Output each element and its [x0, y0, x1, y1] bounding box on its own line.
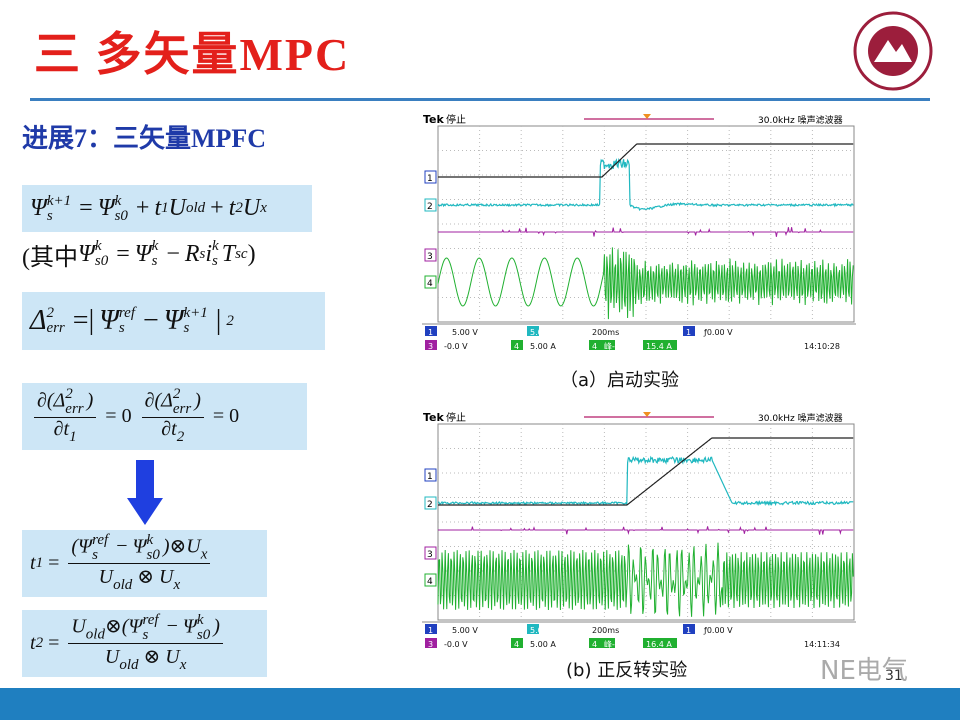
readout: 5.00 V: [452, 328, 478, 337]
channel-marker: [424, 275, 437, 289]
trace-ch4: [437, 247, 854, 320]
readout: 15.4 A: [646, 342, 672, 351]
readout-chip: [589, 340, 603, 350]
readout-chip: [601, 638, 615, 648]
trigger-marker: [643, 412, 651, 417]
readout: 5.00 V: [530, 328, 556, 337]
readout: ƒ0.00 V: [703, 626, 733, 635]
scope-brand: Tek: [423, 113, 445, 126]
channel-label: 2: [427, 202, 433, 212]
readout: 峰-峰: [604, 639, 623, 649]
readout-chip: [425, 624, 437, 634]
readout: 4: [514, 640, 519, 649]
readout-chip: [527, 326, 539, 336]
readout-chip: [643, 638, 677, 648]
trace-ch4: [437, 542, 854, 617]
readout: 4: [592, 640, 597, 649]
channel-marker: [424, 170, 437, 184]
channel-marker: [424, 468, 437, 482]
readout: 5.00 A: [530, 342, 556, 351]
readout-chip: [527, 624, 539, 634]
readout: 3: [428, 640, 433, 649]
readout: 200ms: [592, 626, 619, 635]
readout-chip: [425, 326, 437, 336]
channel-marker: [424, 496, 437, 510]
channel-label: 1: [427, 174, 433, 184]
trace-ch3: [438, 227, 854, 237]
readout-chip: [683, 326, 695, 336]
scope-status: 停止: [446, 411, 466, 424]
readout-chip: [643, 340, 677, 350]
trigger-marker: [643, 114, 651, 119]
readout: 14:10:28: [804, 342, 840, 351]
scope-filter: 30.0kHz 噪声滤波器: [758, 114, 843, 126]
trace-ch2: [437, 455, 854, 507]
caption-b: (b) 正反转实验: [566, 660, 688, 681]
readout-chip: [511, 638, 523, 648]
watermark: NE电气: [820, 656, 908, 686]
trace-ch2: [437, 157, 854, 211]
readout-chip: [683, 624, 695, 634]
footer-band: [0, 688, 960, 720]
formula-4: ∂(Δ 2 err) ∂t1 = 0 ∂(Δ 2 err) ∂t2 = 0: [22, 383, 307, 450]
channel-label: 2: [427, 500, 433, 510]
oscilloscope-b: Tek 停止 30.0kHz 噪声滤波器 1 2 3 4 1 5.00 V 5.00 V 200ms…: [422, 410, 856, 650]
scope-status: 停止: [446, 113, 466, 126]
subtitle: 进展7：三矢量MPFC: [22, 124, 267, 153]
oscilloscope-a: Tek 停止 30.0kHz 噪声滤波器 1 2 3 4 1 5.00 V 5.00 V 200ms…: [422, 112, 856, 352]
channel-marker: [424, 573, 437, 587]
readout: 1: [686, 328, 691, 337]
readout: 1: [428, 328, 433, 337]
channel-label: 4: [427, 279, 433, 289]
channel-label: 1: [427, 472, 433, 482]
logo: [853, 11, 933, 91]
readout: 16.4 A: [646, 640, 672, 649]
readout-chip: [425, 340, 437, 350]
readout: 1: [428, 626, 433, 635]
caption-a: （a）启动实验: [560, 370, 680, 391]
readout: -0.0 V: [444, 640, 468, 649]
readout-chip: [589, 638, 603, 648]
divider: [30, 98, 930, 101]
page-number: 31: [885, 668, 903, 684]
channel-marker: [424, 198, 437, 212]
readout: ƒ0.00 V: [703, 328, 733, 337]
channel-marker: [424, 546, 437, 560]
readout-chip: [425, 638, 437, 648]
readout: -0.0 V: [444, 342, 468, 351]
readout: 14:11:34: [804, 640, 840, 649]
title: 三 多矢量MPC: [34, 29, 351, 80]
readout: 1: [686, 626, 691, 635]
channel-marker: [424, 248, 437, 262]
readout: 5.00 A: [530, 640, 556, 649]
readout: 3: [428, 342, 433, 351]
readout-chip: [511, 340, 523, 350]
readout: 峰-峰: [604, 341, 623, 351]
channel-label: 3: [427, 550, 433, 560]
readout: 4: [592, 342, 597, 351]
readout: 4: [514, 342, 519, 351]
channel-label: 3: [427, 252, 433, 262]
channel-label: 4: [427, 577, 433, 587]
scope-filter: 30.0kHz 噪声滤波器: [758, 412, 843, 424]
trace-ch3: [438, 526, 854, 535]
arrow: [127, 460, 163, 525]
trace-ch1: [438, 437, 854, 506]
scope-brand: Tek: [423, 411, 445, 424]
trace-ch1: [438, 143, 854, 178]
readout-chip: [601, 340, 615, 350]
readout: 200ms: [592, 328, 619, 337]
readout: 5.00 V: [530, 626, 556, 635]
readout: 5.00 V: [452, 626, 478, 635]
